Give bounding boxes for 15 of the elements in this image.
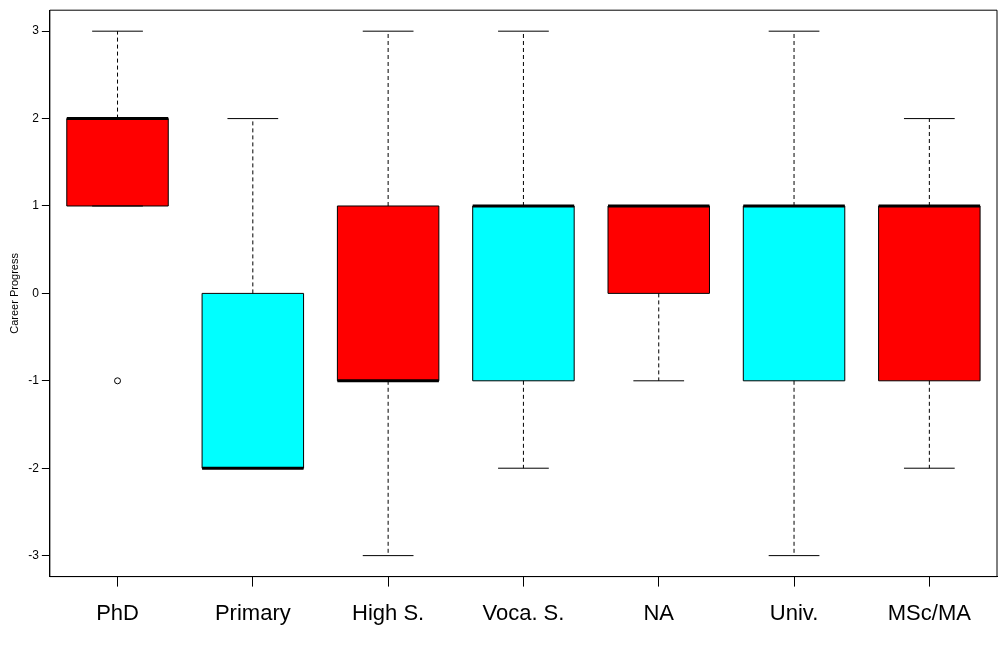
y-tick-label: -3 bbox=[28, 547, 40, 562]
y-axis-title: Career Progress bbox=[7, 252, 20, 334]
x-tick-label: Univ. bbox=[769, 599, 819, 625]
x-tick-label: PhD bbox=[96, 599, 139, 625]
y-tick-label: -2 bbox=[28, 460, 40, 475]
y-tick-label: 1 bbox=[32, 198, 40, 213]
x-tick-label: Voca. S. bbox=[482, 599, 565, 625]
y-tick-label: -1 bbox=[28, 373, 40, 388]
x-tick-label: High S. bbox=[352, 599, 425, 625]
x-tick-label: MSc/MA bbox=[887, 599, 972, 625]
y-tick-label: 0 bbox=[32, 285, 40, 300]
y-tick-label: 2 bbox=[32, 110, 40, 125]
x-tick-label: NA bbox=[643, 599, 675, 625]
x-tick-label: Primary bbox=[214, 599, 291, 625]
y-tick-label: 3 bbox=[32, 23, 40, 38]
